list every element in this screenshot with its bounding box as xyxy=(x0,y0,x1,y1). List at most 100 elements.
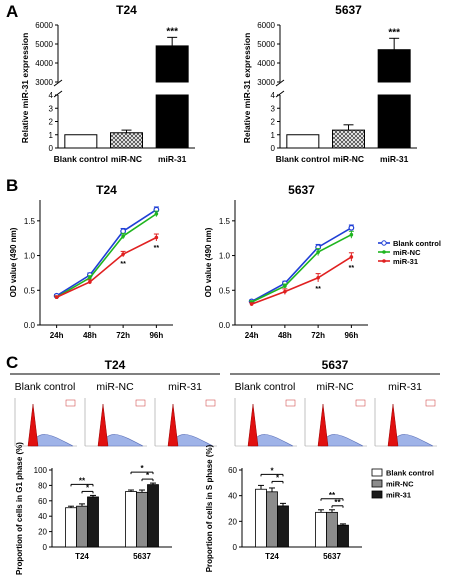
y-tick-label: 20 xyxy=(228,517,237,526)
axis-break-mark xyxy=(53,79,63,87)
bar xyxy=(255,488,267,548)
significance-label: ** xyxy=(349,265,355,272)
bar xyxy=(65,507,77,548)
y-tick-label: 60 xyxy=(228,466,237,475)
significance-label: * xyxy=(276,473,280,482)
data-point xyxy=(121,234,125,238)
x-tick-label: T24 xyxy=(75,552,89,561)
y-tick-label: 1.5 xyxy=(219,217,231,226)
y-tick-label: 60 xyxy=(38,497,47,506)
y-tick-label: 0.5 xyxy=(24,286,36,295)
series-line xyxy=(251,234,352,303)
x-tick-label: 48h xyxy=(83,331,97,340)
group-label: miR-NC xyxy=(316,381,354,393)
group-label: Blank control xyxy=(15,381,76,393)
significance-label: ** xyxy=(334,498,341,507)
legend-marker xyxy=(382,259,386,263)
legend-marker xyxy=(382,250,386,254)
y-axis-label: Proportion of cells in G1 phase (%) xyxy=(15,442,24,575)
y-tick-label: 3 xyxy=(271,104,276,113)
bar xyxy=(377,94,411,149)
cell-line-title: T24 xyxy=(105,358,126,372)
y-tick-label: 1 xyxy=(49,131,54,140)
legend-label: miR-NC xyxy=(386,480,414,489)
y-tick-label: 2 xyxy=(271,118,276,127)
legend-swatch xyxy=(371,468,383,477)
data-point xyxy=(154,212,159,216)
y-tick-label: 1 xyxy=(271,131,276,140)
y-tick-label: 0 xyxy=(43,543,48,552)
significance-label: *** xyxy=(166,26,178,37)
data-point xyxy=(154,235,159,240)
x-tick-label: 24h xyxy=(50,331,64,340)
legend-marker xyxy=(381,240,387,246)
x-tick-label: 96h xyxy=(149,331,163,340)
y-tick-label: 3 xyxy=(49,104,54,113)
data-point xyxy=(121,252,125,256)
x-tick-label: T24 xyxy=(265,552,279,561)
histogram-g1-peak xyxy=(27,403,39,447)
legend-swatch xyxy=(371,479,383,488)
y-tick-label: 100 xyxy=(34,466,48,475)
y-tick-label: 2 xyxy=(49,118,54,127)
x-tick-label: Blank control xyxy=(276,154,330,164)
y-tick-label: 40 xyxy=(38,512,47,521)
histogram-g1-peak xyxy=(97,403,109,447)
x-tick-label: 5637 xyxy=(323,552,341,561)
significance-label: ** xyxy=(329,491,336,500)
y-tick-label: 0 xyxy=(49,144,54,153)
significance-label: * xyxy=(86,483,90,492)
bar xyxy=(286,134,320,149)
data-point xyxy=(349,232,354,237)
x-tick-label: 48h xyxy=(278,331,292,340)
y-tick-label: 4 xyxy=(49,91,54,100)
group-label: miR-NC xyxy=(96,381,134,393)
bar xyxy=(125,491,137,548)
y-tick-label: 1.0 xyxy=(219,252,231,261)
significance-label: ** xyxy=(79,476,86,485)
histogram-legend xyxy=(135,399,146,407)
x-tick-label: miR-31 xyxy=(158,154,187,164)
data-point xyxy=(88,275,92,280)
histogram-legend xyxy=(65,399,76,407)
panel-label-c: C xyxy=(6,353,19,372)
series-line xyxy=(56,236,157,298)
bar xyxy=(332,129,365,149)
y-tick-label: 5000 xyxy=(35,40,53,49)
histogram-legend xyxy=(205,399,216,407)
x-tick-label: Blank control xyxy=(54,154,108,164)
x-tick-label: 96h xyxy=(344,331,358,340)
y-axis-label: Relative miR-31 expression xyxy=(20,33,30,144)
x-tick-label: 72h xyxy=(116,331,130,340)
y-tick-label: 1.5 xyxy=(24,217,36,226)
axis-break-mark xyxy=(275,90,285,98)
significance-label: ** xyxy=(154,245,160,252)
x-tick-label: 5637 xyxy=(133,552,151,561)
y-tick-label: 0.0 xyxy=(219,321,231,330)
series-line xyxy=(56,209,157,297)
bar xyxy=(337,524,349,548)
bar xyxy=(147,484,159,548)
histogram-legend xyxy=(285,399,296,407)
y-tick-label: 4000 xyxy=(257,59,275,68)
significance-label: ** xyxy=(120,261,126,268)
chart-title: T24 xyxy=(96,183,117,197)
series-line xyxy=(251,227,352,303)
cell-line-title: 5637 xyxy=(322,358,349,372)
histogram-g1-peak xyxy=(317,403,329,447)
series-line xyxy=(251,256,352,305)
data-point xyxy=(283,289,287,294)
bar xyxy=(277,505,289,548)
significance-label: * xyxy=(270,466,274,475)
x-tick-label: miR-NC xyxy=(111,154,142,164)
data-point xyxy=(249,302,254,306)
data-point xyxy=(54,295,59,300)
y-axis-label: Proportion of cells in S phase (%) xyxy=(205,444,214,572)
legend-swatch xyxy=(371,490,383,499)
significance-label: * xyxy=(140,464,144,473)
bar xyxy=(315,511,327,548)
data-point xyxy=(88,280,92,284)
y-tick-label: 20 xyxy=(38,528,47,537)
y-tick-label: 4000 xyxy=(35,59,53,68)
data-point xyxy=(283,284,287,288)
